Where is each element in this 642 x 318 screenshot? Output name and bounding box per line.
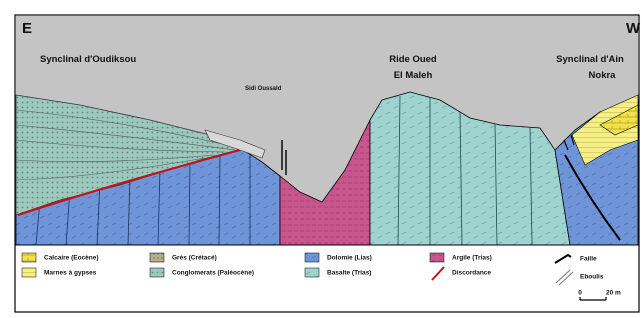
legend-label: Marnes à gypses [44, 270, 97, 277]
legend-label: Calcaire (Eocène) [44, 255, 99, 262]
west-label: W [626, 20, 641, 37]
right-label-2: Nokra [589, 70, 617, 81]
scale-end: 20 m [606, 290, 621, 297]
legend-label: Conglomerats (Paléocène) [172, 270, 254, 277]
east-label: E [22, 20, 32, 37]
legend-label: Faille [580, 256, 597, 263]
cross-section: E W Synclinal d'Oudiksou Sidi Oussald Ri… [0, 0, 642, 318]
swatch [22, 253, 36, 262]
scale-start: 0 [578, 290, 582, 297]
center-label-1: Ride Oued [389, 54, 437, 65]
swatch [305, 268, 319, 277]
legend-label: Eboulis [580, 274, 604, 281]
swatch [150, 268, 164, 277]
legend-label: Argile (Trias) [452, 255, 492, 262]
swatch [22, 268, 36, 277]
swatch [150, 253, 164, 262]
right-label-1: Synclinal d'Ain [556, 54, 624, 65]
site-label: Sidi Oussald [245, 86, 282, 92]
left-label: Synclinal d'Oudiksou [40, 54, 136, 65]
swatch [430, 253, 444, 262]
legend-label: Basalte (Trias) [327, 270, 371, 277]
center-label-2: El Maleh [394, 70, 433, 81]
legend-label: Dolomie (Lias) [327, 255, 372, 262]
legend-label: Discordance [452, 270, 491, 277]
swatch [305, 253, 319, 262]
legend-label: Grès (Crétacé) [172, 255, 217, 262]
